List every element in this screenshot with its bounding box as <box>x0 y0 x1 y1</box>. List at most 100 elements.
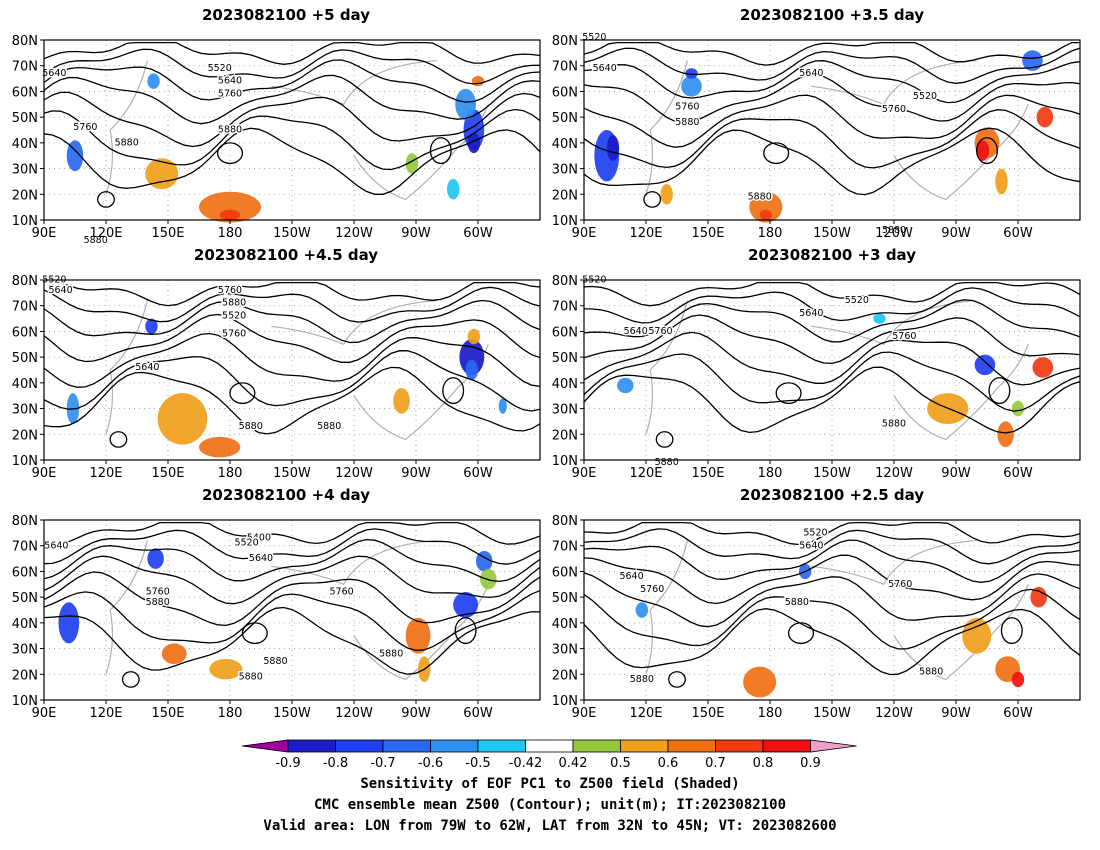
lat-tick-label: 40N <box>552 617 578 632</box>
lon-tick-label: 120W <box>335 706 373 721</box>
colorbar-label: 0.7 <box>705 756 726 771</box>
lat-tick-label: 20N <box>552 188 578 203</box>
sensitivity-shading <box>1036 106 1054 128</box>
colorbar-label: -0.9 <box>275 756 300 771</box>
contour-label: 5880 <box>882 225 906 236</box>
colorbar-swatch <box>667 739 716 753</box>
contour-label: 5640 <box>799 308 823 319</box>
lon-tick-label: 150W <box>813 466 851 481</box>
lon-tick-label: 120E <box>629 706 662 721</box>
lon-tick-label: 150W <box>273 706 311 721</box>
lon-tick-label: 180 <box>758 226 783 241</box>
lat-tick-label: 20N <box>12 188 38 203</box>
colorbar-swatch <box>430 739 479 753</box>
sensitivity-shading <box>1032 357 1054 378</box>
lat-tick-label: 70N <box>552 300 578 315</box>
map-panel: 5640540055205640576058805760588058805880… <box>12 514 541 721</box>
lat-tick-label: 80N <box>552 514 578 529</box>
contour-label: 5880 <box>239 421 263 432</box>
contour-label: 5520 <box>845 295 869 306</box>
contour-label: 5880 <box>222 298 246 309</box>
map-panel: 5520 5640 5760 5880 5640 5520 5760 5880 5880 10N 2… <box>552 31 1081 241</box>
lat-tick-label: 80N <box>12 274 38 289</box>
panel-title: 2023082100 +3.5 day <box>739 6 925 24</box>
sensitivity-shading <box>219 209 241 221</box>
lon-tick-label: 60W <box>463 706 493 721</box>
lon-tick-label: 90E <box>32 466 57 481</box>
sensitivity-shading <box>447 178 460 200</box>
contour-label: 5760 <box>892 331 916 342</box>
lat-tick-label: 60N <box>552 565 578 580</box>
sensitivity-shading <box>405 153 419 174</box>
lon-tick-label: 90E <box>572 466 597 481</box>
lon-tick-label: 120E <box>629 466 662 481</box>
sensitivity-shading <box>974 354 996 376</box>
sensitivity-shading <box>161 643 187 664</box>
sensitivity-shading <box>199 191 261 223</box>
sensitivity-shading <box>467 132 481 154</box>
coastline <box>645 59 1029 201</box>
contour-label: 5520 <box>803 527 827 538</box>
contour-label: 5640 <box>135 362 159 373</box>
sensitivity-shading <box>475 550 493 572</box>
lat-tick-label: 60N <box>12 85 38 100</box>
colorbar-swatch <box>477 739 526 753</box>
lon-tick-label: 180 <box>218 226 243 241</box>
lat-tick-label: 10N <box>12 214 38 229</box>
sensitivity-shading <box>498 398 507 414</box>
contour-label: 5640 <box>218 76 242 87</box>
sensitivity-shading <box>455 88 476 120</box>
lon-tick-label: 150W <box>273 466 311 481</box>
lon-tick-label: 90W <box>941 706 971 721</box>
z500-contours <box>583 521 1081 688</box>
colorbar-label: 0.9 <box>800 756 821 771</box>
colorbar-arrow-left <box>241 739 289 753</box>
lat-tick-label: 20N <box>12 668 38 683</box>
contour-label: 5640 <box>624 326 648 337</box>
sensitivity-shading <box>976 140 990 161</box>
sensitivity-shading <box>1011 671 1025 688</box>
caption-valid-area: Valid area: LON from 79W to 62W, LAT fro… <box>263 818 837 834</box>
lat-tick-label: 10N <box>12 694 38 709</box>
contour-label: 5880 <box>218 125 242 136</box>
lon-tick-label: 90W <box>941 226 971 241</box>
lon-tick-label: 150W <box>813 226 851 241</box>
contour-label: 5880 <box>630 674 654 685</box>
lat-tick-label: 40N <box>552 377 578 392</box>
contour-label: 5760 <box>648 326 672 337</box>
lon-tick-label: 180 <box>218 466 243 481</box>
panel-title: 2023082100 +3 day <box>748 246 916 264</box>
panel-title: 2023082100 +4 day <box>202 486 370 504</box>
contour-label: 5520 <box>913 91 937 102</box>
contour-label: 5520 <box>222 311 246 322</box>
lat-tick-label: 30N <box>552 403 578 418</box>
contour-label: 5760 <box>218 89 242 100</box>
lon-tick-label: 60W <box>1003 226 1033 241</box>
colorbar-label: 0.8 <box>753 756 774 771</box>
contour-label: 5520 <box>582 32 606 43</box>
lon-tick-label: 90W <box>401 706 431 721</box>
sensitivity-shading <box>453 592 478 618</box>
contour-label: 5880 <box>882 419 906 430</box>
contour-label: 5880 <box>748 191 772 202</box>
lon-tick-label: 150E <box>151 706 184 721</box>
colorbar-swatch <box>572 739 621 753</box>
lat-tick-label: 80N <box>12 514 38 529</box>
contour-label: 5880 <box>675 117 699 128</box>
sensitivity-shading <box>1011 400 1025 417</box>
lon-tick-label: 120W <box>875 466 913 481</box>
panel-title: 2023082100 +5 day <box>202 6 370 24</box>
sensitivity-shading <box>467 328 481 345</box>
sensitivity-shading <box>995 168 1008 195</box>
lon-tick-label: 90E <box>32 226 57 241</box>
lat-tick-label: 50N <box>12 111 38 126</box>
sensitivity-shading <box>962 617 992 654</box>
colorbar-label: 0.42 <box>559 756 588 771</box>
lon-tick-label: 120W <box>335 226 373 241</box>
lon-tick-label: 90E <box>572 706 597 721</box>
sensitivity-shading <box>635 602 649 618</box>
sensitivity-shading <box>1022 50 1043 71</box>
lon-tick-label: 120W <box>335 466 373 481</box>
